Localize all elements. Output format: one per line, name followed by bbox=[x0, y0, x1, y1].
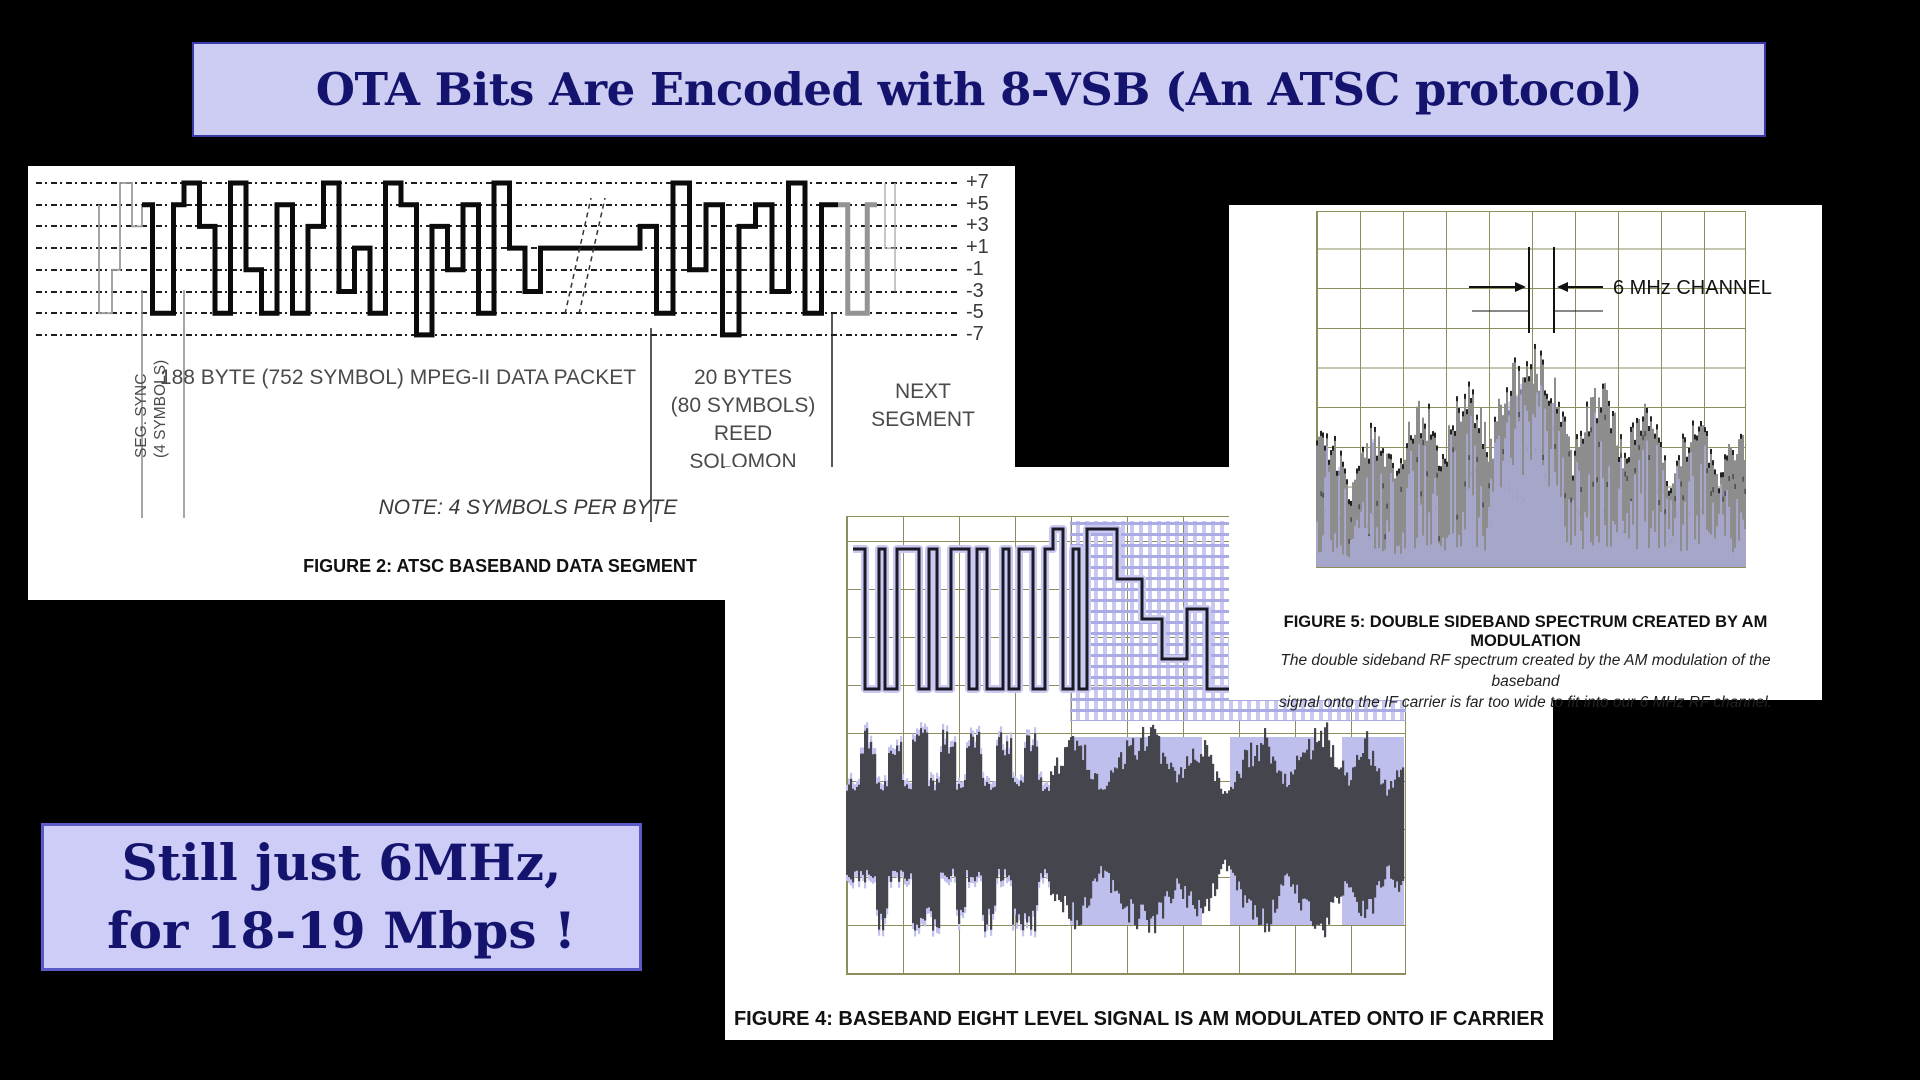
title-banner: OTA Bits Are Encoded with 8-VSB (An ATSC… bbox=[192, 42, 1766, 137]
level-label: +3 bbox=[966, 214, 989, 237]
callout-box: Still just 6MHz, for 18-19 Mbps ! bbox=[41, 823, 642, 971]
callout-line2: for 18-19 Mbps ! bbox=[107, 901, 576, 960]
level-label: -3 bbox=[966, 279, 984, 302]
level-line bbox=[36, 225, 960, 228]
channel-width-markers bbox=[1469, 247, 1603, 333]
level-label: -5 bbox=[966, 301, 984, 324]
figure5-panel: 6 MHz CHANNEL FIGURE 5: DOUBLE SIDEBAND … bbox=[1229, 205, 1822, 711]
baseband-waveform bbox=[98, 180, 896, 522]
slide-title: OTA Bits Are Encoded with 8-VSB (An ATSC… bbox=[315, 63, 1643, 116]
next-segment-label: NEXT SEGMENT bbox=[871, 380, 975, 431]
level-line bbox=[36, 268, 960, 271]
figure2-panel: +7 +5 +3 +1 -1 -3 -5 -7 188 BYTE (752 SYMBOL) M… bbox=[28, 166, 1015, 600]
level-label: +1 bbox=[966, 236, 989, 259]
spectrum-plot bbox=[1316, 247, 1746, 567]
packet-label: 188 BYTE (752 SYMBOL) MPEG-II DATA PACKE… bbox=[159, 366, 637, 389]
arrow-right-icon bbox=[1515, 282, 1526, 292]
level-line bbox=[36, 312, 960, 315]
break-slash-icon bbox=[578, 197, 606, 315]
modulated-signal-plot bbox=[846, 521, 1406, 938]
figure4-caption: FIGURE 4: BASEBAND EIGHT LEVEL SIGNAL IS… bbox=[733, 1008, 1545, 1030]
arrow-left-icon bbox=[1557, 282, 1568, 292]
reed-solomon-label: 20 BYTES (80 SYMBOLS) REED SOLOMON bbox=[670, 366, 816, 473]
figure5-caption: FIGURE 5: DOUBLE SIDEBAND SPECTRUM CREAT… bbox=[1283, 613, 1768, 650]
seg-sync-label: SEG. SYNC (4 SYMBOLS) bbox=[133, 359, 169, 458]
figure2-note: NOTE: 4 SYMBOLS PER BYTE bbox=[378, 496, 678, 519]
level-line bbox=[36, 247, 960, 250]
callout-line1: Still just 6MHz, bbox=[121, 833, 562, 892]
level-line bbox=[36, 203, 960, 206]
break-slash-icon bbox=[564, 197, 592, 315]
level-line bbox=[36, 290, 960, 293]
figure2-caption: FIGURE 2: ATSC BASEBAND DATA SEGMENT bbox=[303, 556, 697, 576]
level-label: -7 bbox=[966, 322, 984, 345]
level-label: -1 bbox=[966, 257, 984, 280]
level-line bbox=[36, 333, 960, 336]
channel-width-label: 6 MHz CHANNEL bbox=[1613, 277, 1772, 299]
figure5-description: The double sideband RF spectrum created … bbox=[1278, 652, 1773, 711]
level-label: +7 bbox=[966, 171, 989, 193]
level-label: +5 bbox=[966, 192, 989, 215]
